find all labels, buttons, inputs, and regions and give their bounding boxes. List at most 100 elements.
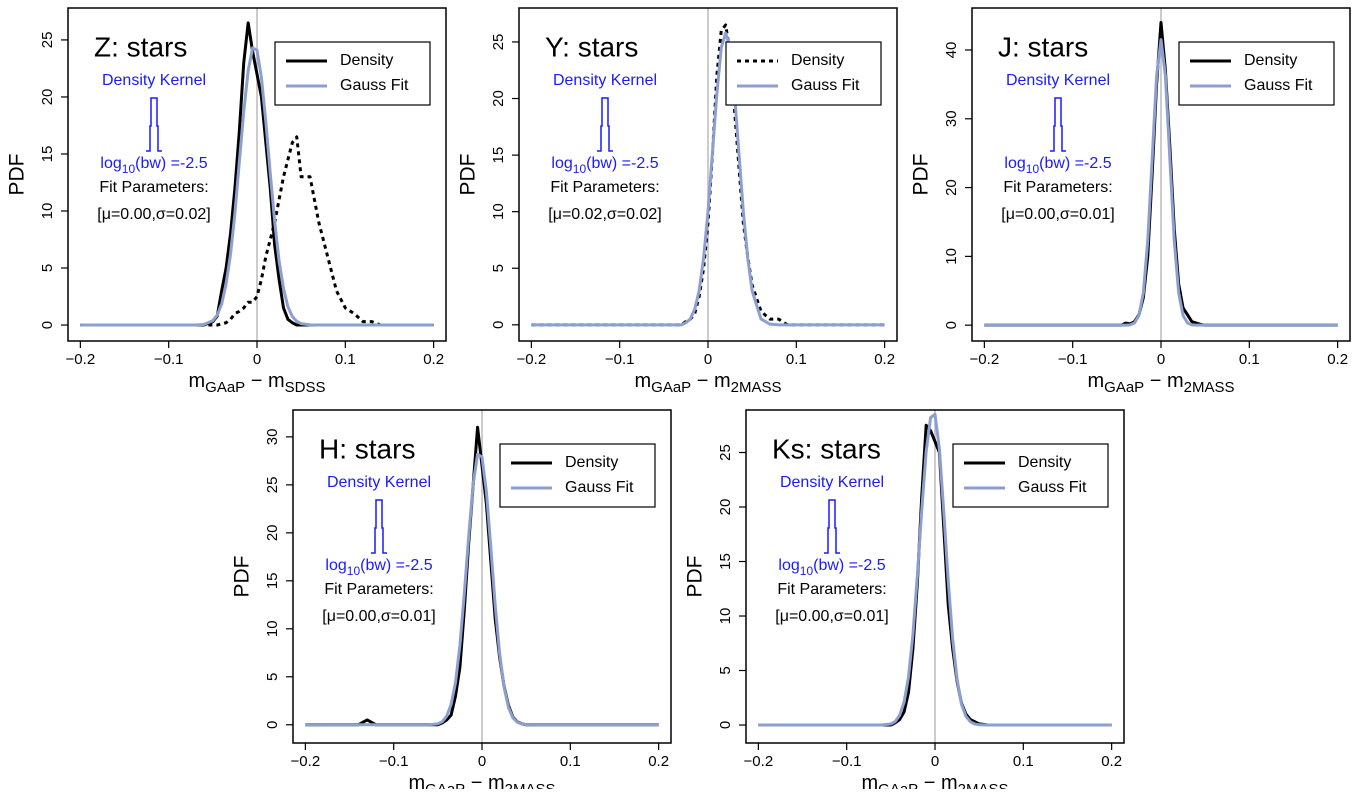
- panel: 0 5 10 15 20 25 −0.2 −0.1 0 0.1 0.2 PDF mGAaP − mSDS…: [6, 7, 447, 396]
- y-tick-label: 5: [490, 264, 507, 272]
- panel: 0 10 20 30 40 −0.2 −0.1 0 0.1 0.2 PDF mGAaP − m2MAS…: [910, 7, 1351, 396]
- y-tick-label: 0: [264, 721, 281, 729]
- x-tick-label: −0.1: [605, 351, 635, 368]
- panel-title: H: stars: [319, 433, 415, 464]
- text-part: log: [325, 557, 346, 574]
- text-part: m: [408, 772, 425, 789]
- x-tick-label: 0: [931, 753, 939, 770]
- legend-label: Gauss Fit: [1244, 77, 1313, 94]
- x-tick-label: −0.2: [744, 753, 774, 770]
- legend-label: Density: [1244, 52, 1297, 69]
- fit-params: [μ=0.00,σ=0.02]: [97, 206, 210, 223]
- legend-label: Density: [791, 52, 844, 69]
- y-axis-label: PDF: [457, 154, 480, 196]
- legend-box: [1178, 41, 1335, 106]
- subscript: 10: [1026, 162, 1040, 176]
- x-tick-label: 0.2: [874, 351, 895, 368]
- bandwidth-label: log10(bw) =-2.5: [325, 557, 432, 578]
- fit-label: Fit Parameters:: [99, 179, 208, 196]
- y-tick-label: 25: [264, 477, 281, 494]
- text-part: log: [1004, 155, 1025, 172]
- kernel-label: Density Kernel: [327, 474, 431, 491]
- x-tick-label: −0.1: [379, 753, 409, 770]
- text-part: (bw) =-2.5: [1039, 155, 1112, 172]
- legend-label: Gauss Fit: [1018, 479, 1087, 496]
- y-axis-label: PDF: [6, 154, 29, 196]
- text-part: − m: [465, 772, 504, 789]
- text-part: m: [188, 370, 205, 392]
- subscript: 2MASS: [1184, 379, 1235, 396]
- x-axis-label: mGAaP − m2MASS: [861, 772, 1008, 789]
- x-tick-label: −0.1: [832, 753, 862, 770]
- legend-label: Density: [340, 52, 393, 69]
- y-tick-label: 10: [717, 608, 734, 625]
- fit-params: [μ=0.02,σ=0.02]: [548, 206, 661, 223]
- y-tick-label: 20: [39, 89, 56, 106]
- kernel-label: Density Kernel: [1006, 72, 1110, 89]
- series-line: [531, 31, 885, 327]
- text-part: (bw) =-2.5: [360, 557, 433, 574]
- subscript: GAaP: [425, 781, 465, 789]
- panel-title: Y: stars: [545, 31, 638, 62]
- y-tick-label: 20: [717, 499, 734, 516]
- x-axis-label: mGAaP − m2MASS: [634, 370, 781, 396]
- y-tick-label: 0: [717, 721, 734, 729]
- legend-box: [274, 41, 431, 106]
- text-part: (bw) =-2.5: [586, 155, 659, 172]
- y-axis-label: PDF: [684, 556, 707, 598]
- series-line: [80, 135, 434, 327]
- y-tick-label: 30: [943, 110, 960, 127]
- fit-label: Fit Parameters:: [550, 179, 659, 196]
- bandwidth-label: log10(bw) =-2.5: [551, 155, 658, 176]
- text-part: − m: [918, 772, 957, 789]
- y-tick-label: 15: [490, 147, 507, 164]
- x-tick-label: 0: [253, 351, 261, 368]
- y-tick-label: 0: [39, 321, 56, 329]
- kernel-label: Density Kernel: [780, 474, 884, 491]
- fit-params: [μ=0.00,σ=0.01]: [1001, 206, 1114, 223]
- legend-box: [952, 443, 1109, 508]
- subscript: 10: [347, 564, 361, 578]
- y-tick-label: 15: [717, 553, 734, 570]
- kernel-icon: [371, 499, 387, 554]
- legend-label: Gauss Fit: [791, 77, 860, 94]
- subscript: 2MASS: [731, 379, 782, 396]
- panel: 0 5 10 15 20 25 −0.2 −0.1 0 0.1 0.2 PDF mGAaP − m2MA…: [684, 409, 1125, 794]
- text-part: m: [634, 370, 651, 392]
- subscript: 10: [573, 162, 587, 176]
- x-tick-label: −0.1: [154, 351, 184, 368]
- subscript: 10: [122, 162, 136, 176]
- panel: 0 5 10 15 20 25 30 −0.2 −0.1 0 0.1 0.2 PDF mGAaP − m2…: [231, 409, 672, 794]
- y-axis-label: PDF: [910, 154, 933, 196]
- text-part: m: [861, 772, 878, 789]
- y-tick-label: 20: [943, 179, 960, 196]
- legend-box: [725, 41, 882, 106]
- x-tick-label: 0.1: [1013, 753, 1034, 770]
- text-part: − m: [1144, 370, 1183, 392]
- x-tick-label: 0.2: [1101, 753, 1122, 770]
- x-tick-label: 0: [478, 753, 486, 770]
- y-tick-label: 25: [39, 32, 56, 49]
- text-part: m: [1087, 370, 1104, 392]
- subscript: GAaP: [1104, 379, 1144, 396]
- y-axis-label: PDF: [231, 556, 254, 598]
- x-tick-label: −0.2: [66, 351, 96, 368]
- bandwidth-label: log10(bw) =-2.5: [1004, 155, 1111, 176]
- y-tick-label: 5: [39, 264, 56, 272]
- panel-title: Ks: stars: [772, 433, 881, 464]
- panel: 0 5 10 15 20 25 −0.2 −0.1 0 0.1 0.2 PDF mGAaP − m2MA…: [457, 7, 898, 396]
- legend-label: Gauss Fit: [340, 77, 409, 94]
- x-tick-label: 0.1: [786, 351, 807, 368]
- x-tick-label: 0.1: [335, 351, 356, 368]
- y-tick-label: 25: [490, 34, 507, 51]
- x-tick-label: 0: [704, 351, 712, 368]
- x-tick-label: −0.2: [970, 351, 1000, 368]
- y-tick-label: 15: [264, 572, 281, 589]
- x-tick-label: −0.1: [1058, 351, 1088, 368]
- y-tick-label: 30: [264, 429, 281, 446]
- y-tick-label: 5: [264, 673, 281, 681]
- x-tick-label: 0.2: [648, 753, 669, 770]
- series-line: [305, 452, 659, 727]
- y-tick-label: 10: [490, 203, 507, 220]
